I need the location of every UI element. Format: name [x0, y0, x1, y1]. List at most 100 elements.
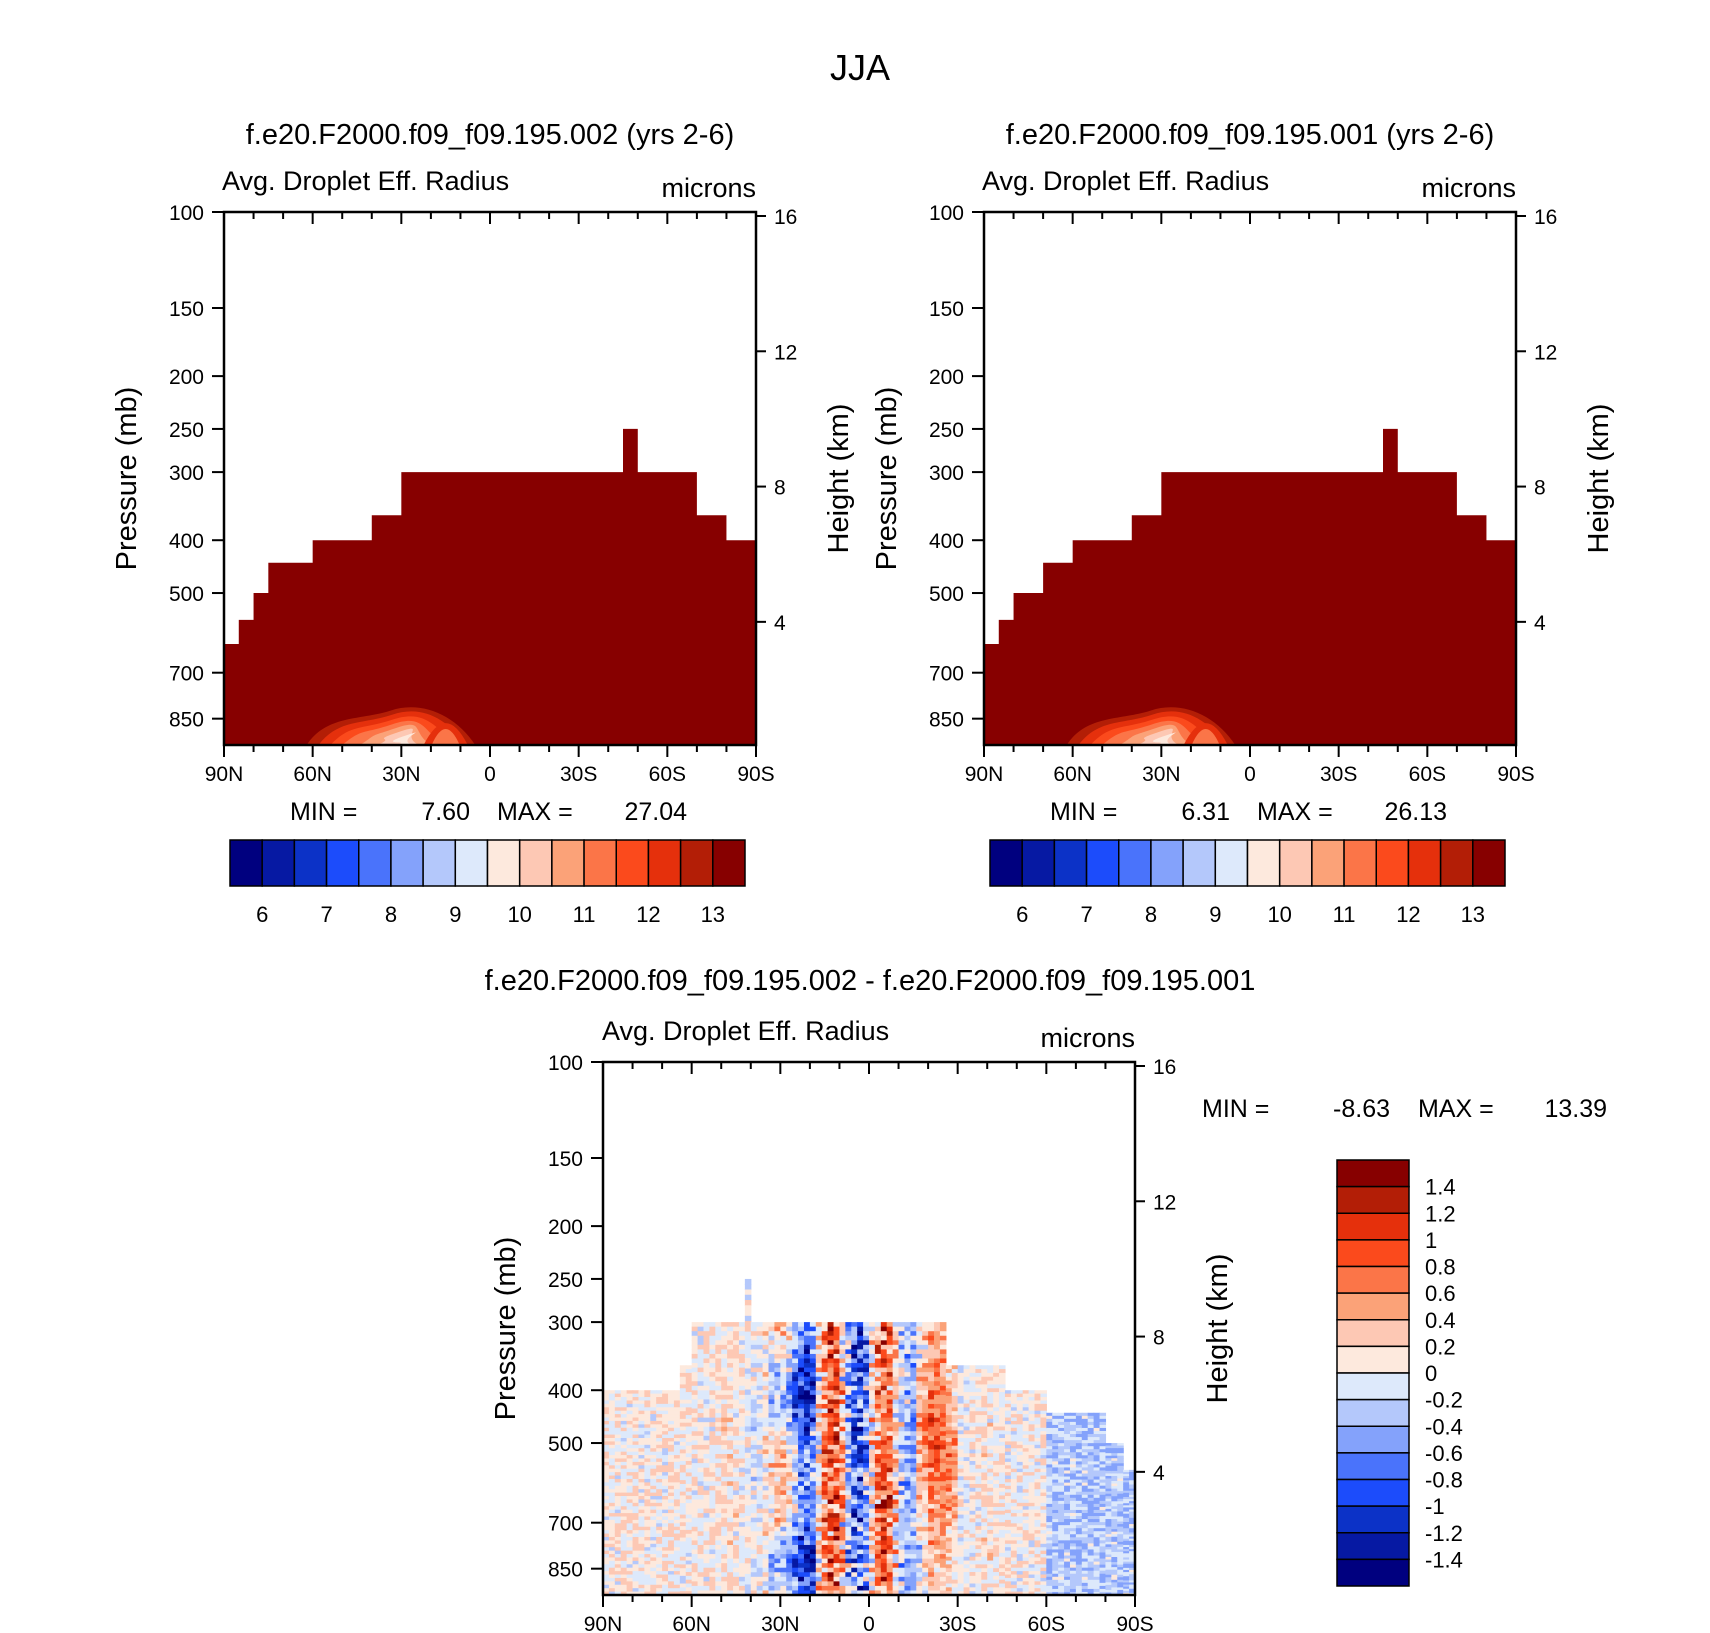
field-cell	[768, 1449, 776, 1455]
field-cell	[892, 1440, 900, 1446]
field-cell	[679, 1476, 687, 1481]
field-cell	[650, 1577, 657, 1582]
field-cell	[987, 1384, 994, 1389]
field-cell	[656, 1574, 663, 1579]
field-cell	[815, 1526, 823, 1532]
field-cell	[874, 1444, 882, 1451]
field-cell	[644, 1420, 651, 1425]
field-cell	[886, 1331, 894, 1337]
pressure-tick-label: 500	[169, 583, 204, 606]
field-cell	[662, 1458, 669, 1463]
field-cell	[904, 1531, 911, 1537]
field-cell	[898, 1467, 906, 1473]
field-cell	[957, 1560, 965, 1565]
field-cell	[668, 1577, 675, 1582]
field-cell	[833, 1535, 841, 1542]
field-cell	[673, 1475, 681, 1480]
field-cell	[762, 1549, 770, 1555]
field-cell	[845, 1485, 852, 1491]
field-cell	[768, 1463, 776, 1469]
field-cell	[727, 1426, 734, 1432]
field-cell	[614, 1526, 622, 1531]
field-cell	[957, 1564, 965, 1569]
field-cell	[1004, 1509, 1012, 1514]
field-cell	[744, 1589, 752, 1595]
field-cell	[827, 1435, 835, 1441]
field-cell	[603, 1506, 610, 1511]
field-cell	[709, 1581, 716, 1587]
field-cell	[626, 1434, 634, 1439]
field-cell	[975, 1503, 982, 1508]
field-cell	[715, 1463, 722, 1469]
field-cell	[608, 1533, 616, 1538]
field-cell	[662, 1444, 669, 1449]
field-cell	[798, 1435, 805, 1441]
field-cell	[880, 1435, 888, 1441]
field-cell	[1022, 1431, 1030, 1436]
field-cell	[809, 1435, 817, 1441]
field-cell	[981, 1372, 988, 1378]
pressure-tick-label: 200	[929, 366, 964, 389]
field-cell	[827, 1481, 835, 1487]
field-cell	[916, 1426, 923, 1432]
field-cell	[1040, 1547, 1047, 1552]
field-cell	[957, 1583, 965, 1588]
field-cell	[839, 1403, 846, 1410]
field-cell	[1040, 1431, 1047, 1436]
field-cell	[874, 1372, 882, 1378]
field-cell	[668, 1526, 675, 1531]
field-cell	[1046, 1412, 1053, 1417]
field-cell	[963, 1503, 971, 1508]
field-cell	[1022, 1571, 1030, 1576]
field-cell	[910, 1558, 917, 1564]
field-cell	[886, 1572, 894, 1578]
field-cell	[1046, 1479, 1053, 1484]
field-cell	[697, 1353, 705, 1360]
field-cell	[1034, 1485, 1042, 1490]
field-cell	[851, 1558, 858, 1564]
field-cell	[874, 1322, 882, 1328]
field-cell	[744, 1463, 752, 1470]
colorbar-swatch	[1439, 839, 1474, 887]
field-cell	[1016, 1434, 1024, 1439]
field-cell	[1034, 1543, 1042, 1548]
field-cell	[863, 1540, 870, 1546]
field-cell	[638, 1523, 645, 1528]
field-cell	[857, 1531, 864, 1537]
field-cell	[815, 1531, 823, 1537]
field-cell	[632, 1560, 640, 1565]
field-cell	[904, 1549, 911, 1555]
field-cell	[1046, 1555, 1053, 1560]
field-cell	[869, 1485, 876, 1491]
field-cell	[721, 1449, 728, 1455]
field-cell	[650, 1496, 657, 1501]
field-cell	[987, 1483, 994, 1489]
field-cell	[975, 1506, 982, 1512]
field-cell	[910, 1340, 917, 1346]
field-cell	[987, 1426, 994, 1431]
field-cell	[673, 1530, 681, 1535]
field-cell	[928, 1322, 935, 1328]
field-cell	[999, 1556, 1006, 1562]
field-cell	[1010, 1444, 1018, 1449]
field-cell	[981, 1480, 988, 1485]
field-cell	[1004, 1577, 1012, 1582]
field-cell	[993, 1572, 1000, 1577]
field-cell	[762, 1326, 770, 1332]
field-cell	[1016, 1458, 1024, 1463]
field-cell	[792, 1326, 799, 1332]
field-cell	[945, 1529, 953, 1535]
field-cell	[857, 1444, 864, 1451]
field-cell	[1016, 1420, 1024, 1425]
field-cell	[910, 1517, 917, 1523]
field-cell	[869, 1376, 876, 1382]
field-cell	[709, 1403, 716, 1410]
field-cell	[833, 1440, 841, 1446]
field-cell	[951, 1430, 959, 1435]
field-cell	[709, 1499, 716, 1505]
field-cell	[685, 1510, 693, 1516]
field-cell	[756, 1435, 764, 1441]
lat-tick-label: 90S	[1497, 763, 1534, 786]
field-cell	[874, 1572, 882, 1578]
field-cell	[951, 1572, 959, 1577]
